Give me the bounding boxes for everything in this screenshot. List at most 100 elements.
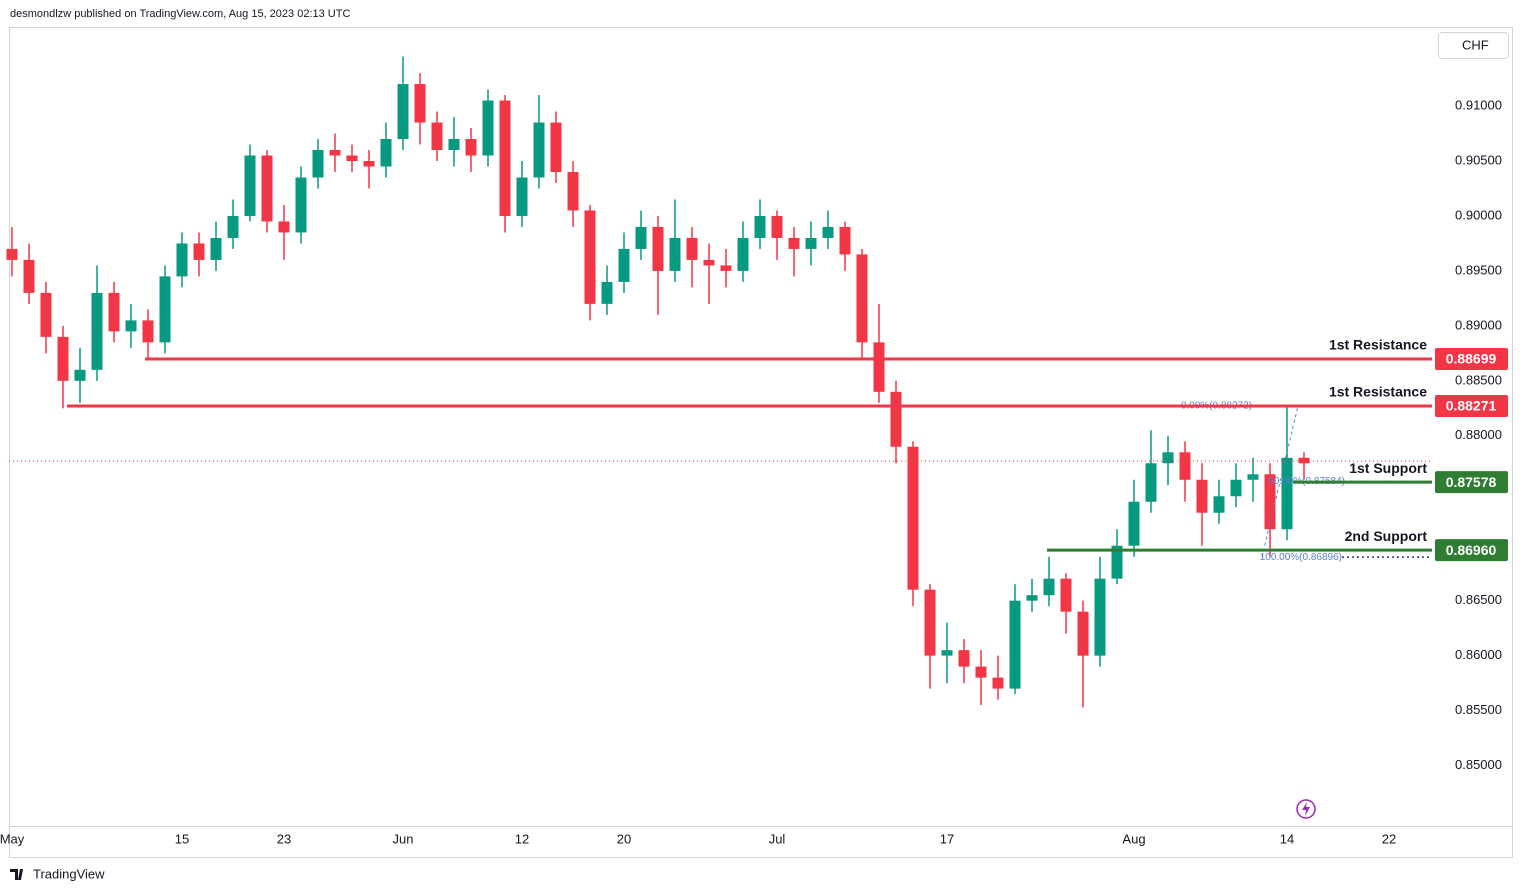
candle-body <box>1077 611 1089 656</box>
candle-body <box>788 237 800 249</box>
y-tick-label: 0.88000 <box>1455 427 1502 442</box>
x-tick-label: 20 <box>617 831 631 846</box>
price-badge <box>1435 471 1508 494</box>
candle-body <box>193 243 205 260</box>
y-tick-label: 0.85500 <box>1455 702 1502 717</box>
candle-body <box>1196 479 1208 513</box>
candle-body <box>1060 578 1072 612</box>
candle-body <box>142 320 154 343</box>
y-tick-label: 0.90500 <box>1455 152 1502 167</box>
candle-body <box>839 226 851 255</box>
x-tick-label: 15 <box>175 831 189 846</box>
y-tick-label: 0.88500 <box>1455 372 1502 387</box>
candle-body <box>448 139 460 151</box>
candle-body <box>363 161 375 167</box>
logo[interactable]: TradingView <box>10 866 105 881</box>
candle-body <box>992 677 1004 689</box>
candle-body <box>1213 496 1225 513</box>
candle-body <box>1094 578 1106 656</box>
level-name: 1st Support <box>1349 460 1427 476</box>
candle-body <box>1162 452 1174 464</box>
candle-body <box>278 221 290 233</box>
candle-body <box>91 292 103 370</box>
candle-body <box>1009 600 1021 689</box>
candle-body <box>1128 501 1140 546</box>
candle-body <box>635 226 647 249</box>
fib-label: 100.00%(0.86896) <box>1260 552 1342 563</box>
candle-body <box>465 139 477 156</box>
x-tick-label: 14 <box>1280 831 1294 846</box>
candle-body <box>1145 463 1157 502</box>
y-tick-label: 0.85000 <box>1455 757 1502 772</box>
candle-body <box>414 84 426 123</box>
price-badge-label: 0.88271 <box>1446 398 1497 414</box>
candle-body <box>74 369 86 381</box>
candle-body <box>737 237 749 271</box>
publish-info: desmondlzw published on TradingView.com,… <box>10 8 350 20</box>
lightning-icon[interactable] <box>1296 799 1316 819</box>
candle-body <box>6 248 18 260</box>
y-tick-label: 0.89000 <box>1455 317 1502 332</box>
candle-body <box>958 650 970 667</box>
price-badge-label: 0.88699 <box>1446 351 1497 367</box>
x-tick-label: 17 <box>940 831 954 846</box>
price-badge <box>1435 347 1508 370</box>
x-tick-label: Jun <box>393 831 414 846</box>
candle-body <box>210 237 222 260</box>
candle-body <box>941 650 953 656</box>
candle-body <box>380 139 392 167</box>
y-tick-label: 0.90000 <box>1455 207 1502 222</box>
candle-body <box>431 122 443 151</box>
candle-body <box>805 237 817 249</box>
price-badge <box>1435 395 1508 418</box>
candle-body <box>975 666 987 678</box>
candle-body <box>516 177 528 216</box>
y-tick-label: 0.89500 <box>1455 262 1502 277</box>
price-badge-label: 0.86960 <box>1446 542 1497 558</box>
candle-body <box>584 210 596 304</box>
level-name: 1st Resistance <box>1329 337 1427 353</box>
price-badge-label: 0.87578 <box>1446 474 1497 490</box>
candle-body <box>159 276 171 343</box>
currency-label[interactable]: CHF <box>1462 37 1489 52</box>
candle-body <box>57 336 69 381</box>
level-name: 2nd Support <box>1345 528 1428 544</box>
level-name: 1st Resistance <box>1329 384 1427 400</box>
candle-body <box>346 155 358 161</box>
candle-body <box>1043 578 1055 596</box>
candle-body <box>1230 479 1242 497</box>
logo-text[interactable]: TradingView <box>33 866 105 881</box>
candle-body <box>295 177 307 233</box>
candle-body <box>1247 474 1259 480</box>
x-tick-label: 22 <box>1382 831 1396 846</box>
y-tick-label: 0.86500 <box>1455 592 1502 607</box>
x-tick-label: Jul <box>769 831 786 846</box>
x-tick-label: Aug <box>1122 831 1145 846</box>
candle-body <box>499 100 511 216</box>
candle-body <box>397 84 409 140</box>
candle-body <box>873 342 885 392</box>
candle-body <box>227 215 239 238</box>
candle-body <box>890 391 902 447</box>
price-badge <box>1435 539 1508 562</box>
candle-body <box>550 122 562 172</box>
candle-body <box>618 248 630 282</box>
candle-body <box>1298 457 1310 464</box>
candle-body <box>601 281 613 304</box>
candle-body <box>907 446 919 590</box>
candle-body <box>856 254 868 343</box>
currency-button[interactable] <box>1438 32 1509 59</box>
candle-body <box>176 243 188 277</box>
candle-body <box>40 292 52 337</box>
candle-body <box>822 226 834 238</box>
y-tick-label: 0.86000 <box>1455 647 1502 662</box>
candle-body <box>703 259 715 266</box>
candle-body <box>720 265 732 271</box>
candle-body <box>23 259 35 293</box>
candle-body <box>482 100 494 156</box>
candle-body <box>108 292 120 332</box>
candle-body <box>686 237 698 260</box>
candle-body <box>329 150 341 156</box>
candle-body <box>1111 545 1123 579</box>
